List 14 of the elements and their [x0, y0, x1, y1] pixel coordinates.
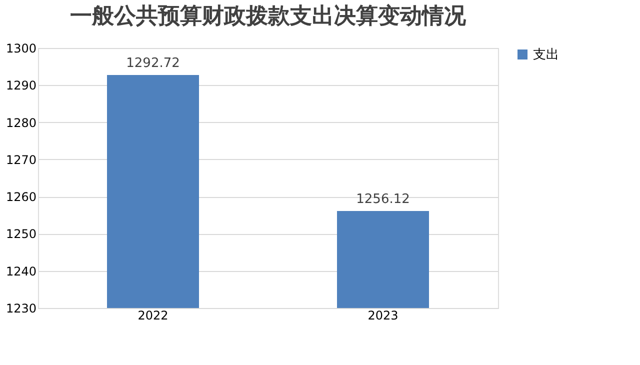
data-label: 1256.12 — [356, 192, 410, 207]
data-label: 1292.72 — [126, 56, 180, 72]
y-tick-label: 1300 — [6, 42, 36, 56]
legend-label: 支出 — [533, 48, 559, 62]
y-tick-label: 1280 — [6, 116, 36, 130]
x-tick-label: 2023 — [368, 308, 398, 322]
chart-title: 一般公共预算财政拨款支出决算变动情况 — [70, 3, 467, 29]
y-tick-label: 1260 — [6, 190, 36, 204]
y-tick-label: 1290 — [6, 78, 36, 93]
y-tick-label: 1250 — [6, 227, 36, 242]
y-tick-label: 1270 — [6, 152, 36, 167]
x-tick-label: 2022 — [138, 308, 168, 322]
y-tick-label: 1230 — [6, 302, 36, 316]
y-tick-label: 1240 — [6, 264, 36, 278]
